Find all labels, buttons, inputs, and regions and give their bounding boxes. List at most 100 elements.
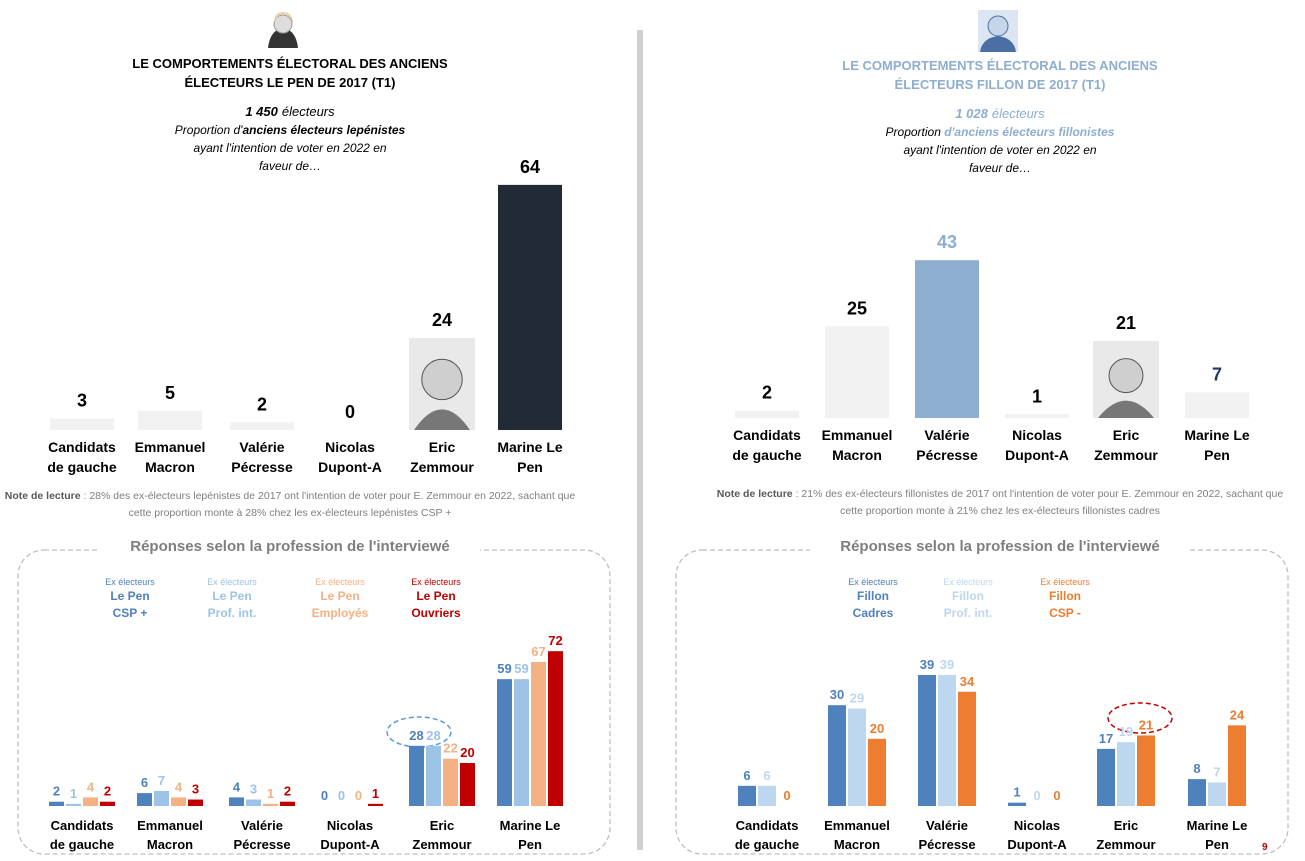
value-label: 64 — [520, 157, 540, 177]
voters-line: 1 450 électeurs — [140, 104, 440, 119]
value-label: 72 — [548, 633, 562, 648]
bar — [137, 793, 152, 806]
legend-name: Le Pen Employés — [295, 588, 385, 622]
bar — [230, 422, 294, 430]
value-label: 6 — [743, 768, 750, 783]
category-label: Nicolas Dupont-A — [300, 437, 400, 477]
category-label: Emmanuel Macron — [120, 437, 220, 477]
bar — [915, 260, 979, 418]
value-label: 20 — [870, 721, 884, 736]
bar — [443, 759, 458, 806]
legend-name: Fillon Cadres — [828, 588, 918, 622]
section-title: Réponses selon la profession de l'interv… — [100, 538, 480, 555]
value-label: 6 — [763, 768, 770, 783]
portrait-left — [262, 10, 304, 50]
legend-caption: Ex électeurs — [923, 576, 1013, 588]
category-label: Candidats de gauche — [32, 437, 132, 477]
value-label: 0 — [1053, 788, 1060, 803]
photo-face — [1109, 359, 1143, 393]
bar — [171, 797, 186, 806]
bar — [83, 797, 98, 806]
value-label: 30 — [830, 687, 844, 702]
value-label: 0 — [355, 788, 362, 803]
bar — [828, 705, 846, 806]
value-label: 21 — [1139, 717, 1153, 732]
bar — [246, 800, 261, 806]
category-label: Nicolas Dupont-A — [300, 816, 400, 854]
value-label: 1 — [1032, 386, 1042, 406]
voters-count: 1 450 — [245, 104, 278, 119]
value-label: 28 — [426, 728, 440, 743]
value-label: 3 — [250, 782, 257, 797]
panel-title: LE COMPORTEMENTS ÉLECTORAL DES ANCIENS É… — [740, 56, 1260, 94]
bar — [531, 662, 546, 806]
value-label: 4 — [175, 779, 183, 794]
value-label: 0 — [345, 402, 355, 422]
category-label: Emmanuel Macron — [807, 425, 907, 465]
bar — [1117, 742, 1135, 806]
value-label: 2 — [53, 784, 60, 799]
category-label: Eric Zemmour — [392, 437, 492, 477]
legend-caption: Ex électeurs — [85, 576, 175, 588]
legend-entry: Ex électeursLe Pen CSP + — [85, 576, 175, 622]
value-label: 39 — [940, 657, 954, 672]
note-label: Note de lecture — [5, 490, 81, 502]
category-label: Eric Zemmour — [1076, 816, 1176, 854]
bar — [868, 739, 886, 806]
slide: 3520246426402859173028594410226723212072… — [0, 0, 1305, 861]
bar — [548, 651, 563, 806]
bar — [460, 763, 475, 806]
value-label: 1 — [372, 786, 379, 801]
voters-unit: électeurs — [992, 106, 1045, 121]
legend-entry: Ex électeursLe Pen Ouvriers — [391, 576, 481, 622]
note-text: : 21% des ex-électeurs fillonistes de 20… — [793, 488, 1284, 517]
value-label: 67 — [531, 644, 545, 659]
category-label: Candidats de gauche — [717, 425, 817, 465]
value-label: 20 — [460, 745, 474, 760]
value-label: 3 — [77, 391, 87, 411]
category-label: Marine Le Pen — [480, 816, 580, 854]
bar — [409, 746, 424, 806]
category-label: Marine Le Pen — [480, 437, 580, 477]
value-label: 39 — [920, 657, 934, 672]
value-label: 43 — [937, 232, 957, 252]
value-label: 1 — [267, 786, 274, 801]
description: Proportion d'anciens électeurs lepéniste… — [130, 121, 450, 175]
bar — [1005, 414, 1069, 418]
voters-unit: électeurs — [282, 104, 335, 119]
value-label: 29 — [850, 691, 864, 706]
legend-caption: Ex électeurs — [187, 576, 277, 588]
value-label: 4 — [233, 779, 241, 794]
legend-caption: Ex électeurs — [1020, 576, 1110, 588]
description-bold: d'anciens électeurs fillonistes — [944, 125, 1114, 139]
bar — [1208, 782, 1226, 806]
value-label: 59 — [497, 661, 511, 676]
bar — [1137, 735, 1155, 806]
page: 3520246426402859173028594410226723212072… — [0, 0, 1305, 861]
bar — [66, 804, 81, 806]
description-text: ayant l'intention de voter en 2022 en fa… — [903, 143, 1096, 175]
bar — [263, 804, 278, 806]
bar — [426, 746, 441, 806]
bar — [229, 797, 244, 806]
bar — [938, 675, 956, 806]
legend-caption: Ex électeurs — [295, 576, 385, 588]
bar — [958, 692, 976, 806]
bar — [138, 411, 202, 430]
legend-name: Le Pen CSP + — [85, 588, 175, 622]
value-label: 2 — [104, 784, 111, 799]
category-label: Candidats de gauche — [32, 816, 132, 854]
description-bold: anciens électeurs lepénistes — [242, 123, 405, 137]
value-label: 5 — [165, 383, 175, 403]
note: Note de lecture : 21% des ex-électeurs f… — [708, 486, 1292, 520]
bar — [1008, 803, 1026, 806]
legend-caption: Ex électeurs — [828, 576, 918, 588]
category-label: Valérie Pécresse — [212, 816, 312, 854]
photo-face — [422, 359, 462, 399]
note-label: Note de lecture — [717, 488, 793, 500]
bar — [154, 791, 169, 806]
bar — [825, 326, 889, 418]
